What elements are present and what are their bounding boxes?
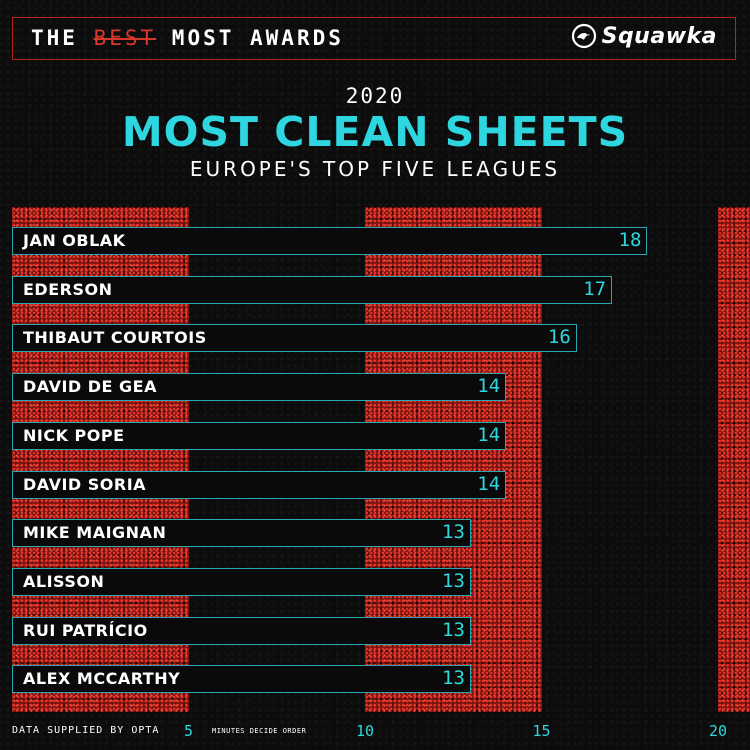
bar-value-label: 14 (477, 472, 501, 495)
x-tick-label: 5 (183, 722, 194, 740)
x-tick-label: 20 (708, 722, 728, 740)
data-source-note: DATA SUPPLIED BY OPTA (12, 725, 160, 736)
bar-value-label: 13 (442, 667, 465, 690)
chart-title: MOST CLEAN SHEETS (121, 108, 629, 156)
header-struck-word: BEST (93, 26, 157, 50)
bar-label: MIKE MAIGNAN (23, 523, 167, 543)
bar: EDERSON 17 (12, 275, 613, 304)
bar-value-label: 17 (583, 277, 607, 300)
bar: RUI PATRÍCIO 13 (12, 616, 471, 645)
bar-value-label: 18 (618, 229, 642, 251)
x-tick-label: 10 (355, 722, 375, 740)
bar-label: THIBAUT COURTOIS (23, 328, 207, 348)
bar: DAVID DE GEA 14 (12, 373, 507, 402)
bar-label: ALEX MCCARTHY (23, 669, 181, 689)
bar-label: DAVID SORIA (23, 474, 147, 494)
bar: ALISSON 13 (12, 567, 471, 596)
bar-value-label: 16 (547, 326, 571, 349)
bar-value-label: 13 (442, 618, 465, 641)
bar-label: DAVID DE GEA (23, 377, 157, 397)
bar-label: ALISSON (23, 571, 105, 591)
bar-label: JAN OBLAK (23, 231, 126, 250)
x-tick-label: 15 (532, 722, 551, 740)
bar-label: NICK POPE (23, 425, 125, 445)
bar: JAN OBLAK 18 (12, 227, 648, 255)
bar: ALEX MCCARTHY 13 (12, 665, 471, 694)
brand-name: Squawka (601, 23, 717, 49)
year-label: 2020 (345, 84, 405, 108)
brand-logo[interactable]: Squawka (571, 23, 717, 49)
bar-value-label: 14 (477, 423, 501, 446)
bar: MIKE MAIGNAN 13 (12, 519, 471, 548)
bar-label: EDERSON (23, 279, 113, 299)
bar-label: RUI PATRÍCIO (23, 620, 148, 640)
bar-value-label: 13 (442, 569, 465, 592)
bar-value-label: 13 (442, 521, 465, 544)
bar: NICK POPE 14 (12, 421, 507, 450)
header-title: THE BEST MOST AWARDS (31, 26, 344, 50)
header-suffix: MOST AWARDS (156, 26, 344, 50)
background-band (718, 207, 750, 712)
header-banner: THE BEST MOST AWARDS Squawka (12, 17, 736, 60)
header-prefix: THE (31, 26, 94, 50)
bar: THIBAUT COURTOIS 16 (12, 324, 577, 353)
bar: DAVID SORIA 14 (12, 470, 507, 499)
bar-value-label: 14 (477, 375, 501, 398)
ordering-note: MINUTES DECIDE ORDER (212, 727, 307, 735)
chart-subtitle: EUROPE'S TOP FIVE LEAGUES (189, 157, 561, 181)
squawka-bird-icon (571, 23, 596, 49)
